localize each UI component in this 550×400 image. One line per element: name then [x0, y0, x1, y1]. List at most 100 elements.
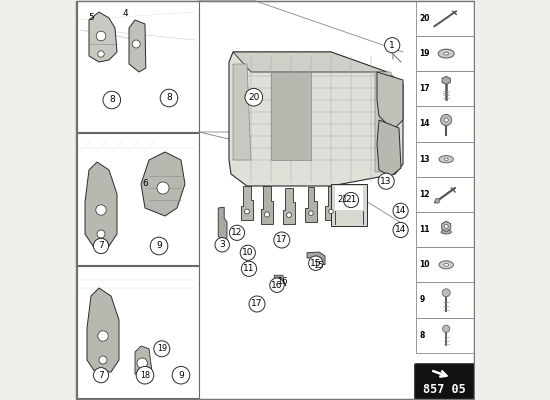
- Text: 9: 9: [178, 371, 184, 380]
- Circle shape: [443, 325, 450, 332]
- Text: 17: 17: [420, 84, 430, 93]
- Text: 16: 16: [271, 281, 283, 290]
- Ellipse shape: [438, 49, 454, 58]
- Polygon shape: [331, 184, 367, 226]
- Text: 18: 18: [140, 371, 150, 380]
- Circle shape: [103, 91, 120, 109]
- Polygon shape: [377, 72, 403, 128]
- Circle shape: [132, 40, 140, 48]
- Circle shape: [229, 225, 245, 240]
- Circle shape: [172, 366, 190, 384]
- Circle shape: [136, 366, 154, 384]
- Circle shape: [249, 296, 265, 312]
- Bar: [416, 282, 474, 318]
- Polygon shape: [261, 186, 273, 224]
- Circle shape: [274, 232, 290, 248]
- Text: 14: 14: [420, 120, 430, 128]
- Circle shape: [98, 51, 104, 57]
- Circle shape: [441, 114, 452, 126]
- Text: 10: 10: [242, 248, 254, 257]
- Circle shape: [99, 356, 107, 364]
- Text: 7: 7: [98, 242, 104, 250]
- Bar: [77, 266, 199, 398]
- Text: 15: 15: [310, 259, 322, 268]
- Text: 20: 20: [248, 93, 260, 102]
- Polygon shape: [218, 207, 227, 242]
- Bar: [416, 318, 474, 353]
- Bar: [416, 142, 474, 177]
- Text: 19: 19: [157, 344, 167, 353]
- Polygon shape: [233, 52, 387, 72]
- Circle shape: [96, 205, 106, 215]
- Text: 3: 3: [219, 240, 225, 249]
- Bar: [416, 1, 474, 36]
- Circle shape: [378, 173, 394, 189]
- Circle shape: [157, 182, 169, 194]
- Polygon shape: [442, 221, 450, 232]
- Circle shape: [215, 238, 229, 252]
- Text: 7: 7: [98, 371, 104, 380]
- Text: 9: 9: [420, 296, 425, 304]
- Polygon shape: [377, 120, 401, 176]
- Text: 12: 12: [420, 190, 430, 199]
- Ellipse shape: [444, 263, 449, 266]
- Circle shape: [160, 89, 178, 107]
- Ellipse shape: [444, 158, 448, 160]
- Text: 4: 4: [122, 9, 128, 18]
- Polygon shape: [442, 76, 450, 84]
- Polygon shape: [283, 188, 295, 224]
- Text: 1: 1: [389, 41, 395, 50]
- Text: 14: 14: [395, 206, 406, 215]
- Polygon shape: [135, 346, 152, 376]
- Circle shape: [329, 209, 333, 214]
- Circle shape: [154, 341, 170, 357]
- Ellipse shape: [441, 230, 452, 234]
- Text: 17: 17: [276, 236, 288, 244]
- Circle shape: [442, 289, 450, 297]
- Circle shape: [98, 331, 108, 341]
- Polygon shape: [305, 187, 317, 222]
- Text: 857 05: 857 05: [424, 383, 466, 396]
- Text: 5: 5: [88, 14, 94, 22]
- Circle shape: [96, 31, 106, 41]
- Circle shape: [94, 238, 108, 254]
- Polygon shape: [141, 152, 185, 216]
- Polygon shape: [129, 20, 146, 72]
- Bar: [77, 133, 199, 265]
- Circle shape: [444, 118, 448, 122]
- Ellipse shape: [439, 156, 453, 163]
- Circle shape: [150, 237, 168, 255]
- Polygon shape: [335, 186, 363, 210]
- Text: 13: 13: [420, 155, 430, 164]
- Text: 8: 8: [420, 331, 425, 340]
- Circle shape: [435, 198, 440, 203]
- Text: 11: 11: [420, 225, 430, 234]
- Circle shape: [245, 209, 249, 214]
- Polygon shape: [326, 186, 337, 220]
- Circle shape: [343, 192, 359, 208]
- Bar: [416, 212, 474, 247]
- Text: 11: 11: [243, 264, 255, 273]
- Text: 6: 6: [142, 179, 148, 188]
- Polygon shape: [307, 252, 325, 265]
- Circle shape: [444, 224, 448, 228]
- Text: 8: 8: [109, 96, 114, 104]
- Polygon shape: [274, 275, 286, 286]
- Bar: [416, 36, 474, 71]
- Text: 12: 12: [232, 228, 243, 237]
- Polygon shape: [375, 72, 395, 172]
- Text: 10: 10: [420, 260, 430, 269]
- Text: 21: 21: [345, 196, 357, 204]
- Text: 17: 17: [251, 300, 263, 308]
- Bar: [77, 1, 199, 132]
- FancyBboxPatch shape: [415, 364, 475, 400]
- Circle shape: [309, 256, 323, 270]
- Bar: [416, 177, 474, 212]
- Text: 8: 8: [166, 94, 172, 102]
- Circle shape: [241, 261, 257, 276]
- Text: 9: 9: [156, 242, 162, 250]
- Circle shape: [265, 212, 270, 217]
- Text: 16: 16: [277, 278, 288, 286]
- Polygon shape: [85, 162, 117, 246]
- Polygon shape: [229, 52, 403, 186]
